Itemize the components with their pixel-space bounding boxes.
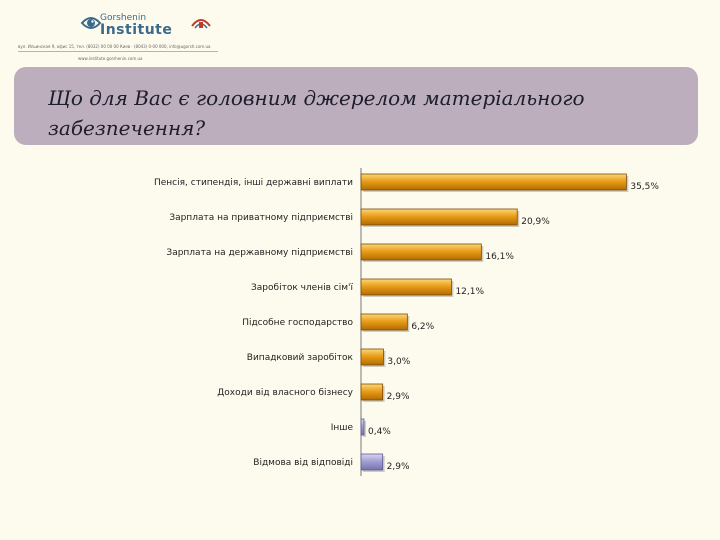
bar-5 [360, 348, 384, 366]
category-label-1: Зарплата на приватному підприємстві [169, 213, 353, 223]
category-label-8: Відмова від відповіді [253, 458, 353, 468]
logo-text: Gorshenin Institute [100, 13, 173, 38]
logo-line2: Institute [100, 22, 173, 38]
bar-0 [360, 173, 627, 191]
bar-1 [360, 208, 518, 226]
category-label-4: Підсобне господарство [242, 318, 353, 328]
logo-line1: Gorshenin [100, 13, 147, 23]
chart-title: Що для Вас є головним джерелом матеріаль… [48, 86, 585, 140]
value-label-7: 0,4% [368, 427, 391, 437]
bar-8 [360, 453, 384, 471]
bar-7 [360, 418, 365, 436]
bar-4 [360, 313, 408, 331]
value-label-0: 35,5% [630, 182, 659, 192]
value-label-4: 6,2% [411, 322, 434, 332]
value-label-2: 16,1% [485, 252, 514, 262]
bar-3 [360, 278, 452, 296]
value-label-1: 20,9% [521, 217, 550, 227]
category-label-2: Зарплата на державному підприємстві [166, 248, 353, 258]
value-label-8: 2,9% [387, 462, 410, 472]
partner-logo-icon [191, 19, 211, 29]
bars-layer: Пенсія, стипендія, інші державні виплати… [154, 168, 659, 476]
category-label-5: Випадковий заробіток [247, 353, 354, 363]
category-label-7: Інше [331, 423, 354, 433]
value-label-6: 2,9% [387, 392, 410, 402]
title-banner: Що для Вас є головним джерелом матеріаль… [14, 67, 698, 145]
category-label-6: Доходи від власного бізнесу [217, 388, 353, 398]
bar-shadow [363, 421, 366, 437]
bar-chart: Пенсія, стипендія, інші державні виплати… [154, 168, 659, 476]
category-label-3: Заробіток членів сім'ї [251, 283, 353, 293]
header-divider [18, 51, 218, 52]
eye-logo-icon [80, 17, 102, 29]
value-label-3: 12,1% [455, 287, 484, 297]
bar-6 [360, 383, 384, 401]
contact-info: вул. Ильинская 9, офис 15, тел. (8032) 0… [18, 44, 211, 49]
value-label-5: 3,0% [387, 357, 410, 367]
website-link[interactable]: www.institute.gorshenin.com.ua [78, 56, 143, 61]
category-label-0: Пенсія, стипендія, інші державні виплати [154, 178, 353, 188]
header: Gorshenin Institute вул. Ильинская 9, оф… [0, 0, 720, 66]
bar-2 [360, 243, 482, 261]
